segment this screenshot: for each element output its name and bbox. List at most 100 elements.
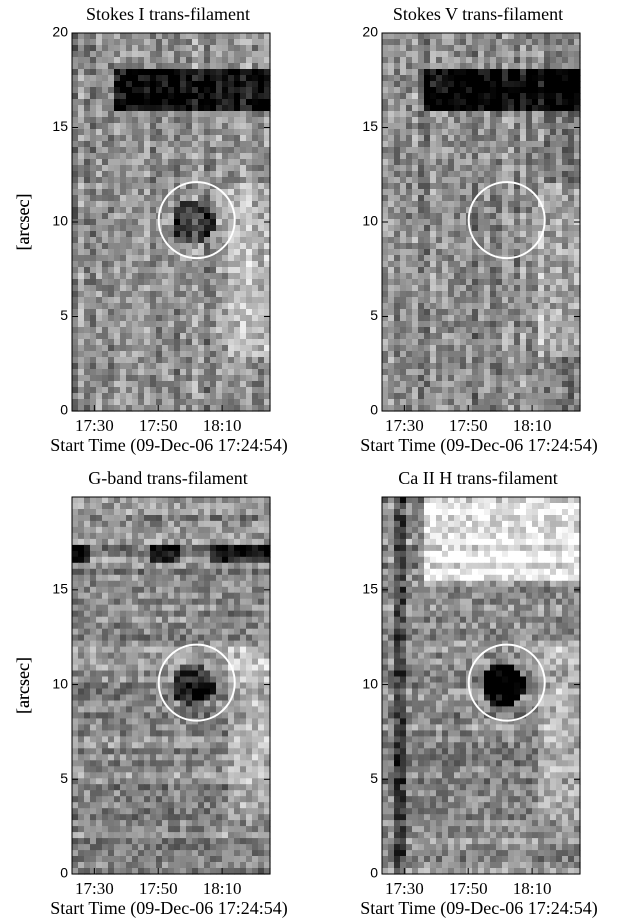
pixel (102, 39, 109, 46)
pixel (102, 605, 109, 612)
pixel (258, 557, 265, 564)
x-tick-label: 17:50 (139, 416, 178, 435)
pixel (532, 39, 539, 46)
pixel (90, 99, 97, 106)
pixel (120, 189, 127, 196)
pixel (138, 285, 145, 292)
pixel (84, 33, 91, 40)
pixel (234, 105, 241, 112)
pixel (502, 321, 509, 328)
pixel (144, 147, 151, 154)
pixel (84, 207, 91, 214)
pixel (246, 617, 253, 624)
pixel (538, 81, 545, 88)
pixel (508, 381, 515, 388)
y-tick-label: 0 (370, 402, 378, 418)
pixel (174, 159, 181, 166)
pixel (246, 503, 253, 510)
pixel (210, 243, 217, 250)
pixel (562, 243, 569, 250)
pixel (168, 333, 175, 340)
pixel (544, 99, 551, 106)
pixel (180, 159, 187, 166)
pixel (216, 551, 223, 558)
pixel (544, 387, 551, 394)
pixel (108, 611, 115, 618)
pixel (424, 207, 431, 214)
pixel (108, 351, 115, 358)
pixel (472, 159, 479, 166)
pixel (114, 557, 121, 564)
pixel (532, 153, 539, 160)
pixel (424, 255, 431, 262)
pixel (222, 141, 229, 148)
pixel (234, 51, 241, 58)
pixel (78, 279, 85, 286)
pixel (126, 333, 133, 340)
pixel (108, 105, 115, 112)
pixel (490, 129, 497, 136)
pixel (78, 557, 85, 564)
pixel (216, 285, 223, 292)
pixel (186, 533, 193, 540)
pixel (544, 255, 551, 262)
pixel (126, 183, 133, 190)
pixel (144, 291, 151, 298)
pixel (388, 39, 395, 46)
pixel (138, 333, 145, 340)
pixel (412, 351, 419, 358)
pixel (550, 129, 557, 136)
pixel (162, 147, 169, 154)
pixel (382, 387, 389, 394)
pixel (96, 387, 103, 394)
pixel (96, 75, 103, 82)
pixel (162, 339, 169, 346)
pixel (508, 135, 515, 142)
pixel (144, 225, 151, 232)
pixel (114, 393, 121, 400)
pixel (454, 99, 461, 106)
pixel (478, 159, 485, 166)
pixel (252, 297, 259, 304)
pixel (388, 225, 395, 232)
pixel (556, 297, 563, 304)
pixel (108, 135, 115, 142)
pixel (382, 63, 389, 70)
pixel (156, 69, 163, 76)
pixel (532, 363, 539, 370)
pixel (216, 33, 223, 40)
pixel (84, 551, 91, 558)
pixel (544, 291, 551, 298)
pixel (192, 165, 199, 172)
pixel (228, 249, 235, 256)
pixel (478, 171, 485, 178)
pixel (192, 99, 199, 106)
pixel (550, 279, 557, 286)
pixel (108, 635, 115, 642)
pixel (150, 141, 157, 148)
pixel (138, 207, 145, 214)
pixel (240, 285, 247, 292)
pixel (520, 129, 527, 136)
pixel (394, 183, 401, 190)
pixel (150, 351, 157, 358)
pixel (568, 87, 575, 94)
pixel (424, 93, 431, 100)
pixel (150, 177, 157, 184)
pixel (168, 291, 175, 298)
pixel (424, 135, 431, 142)
pixel (78, 225, 85, 232)
pixel (496, 129, 503, 136)
pixel (442, 87, 449, 94)
pixel (538, 261, 545, 268)
pixel (382, 309, 389, 316)
pixel (246, 261, 253, 268)
pixel (222, 105, 229, 112)
pixel (520, 321, 527, 328)
pixel (490, 177, 497, 184)
pixel (126, 225, 133, 232)
pixel (496, 369, 503, 376)
pixel (228, 575, 235, 582)
pixel (568, 75, 575, 82)
pixel (508, 285, 515, 292)
